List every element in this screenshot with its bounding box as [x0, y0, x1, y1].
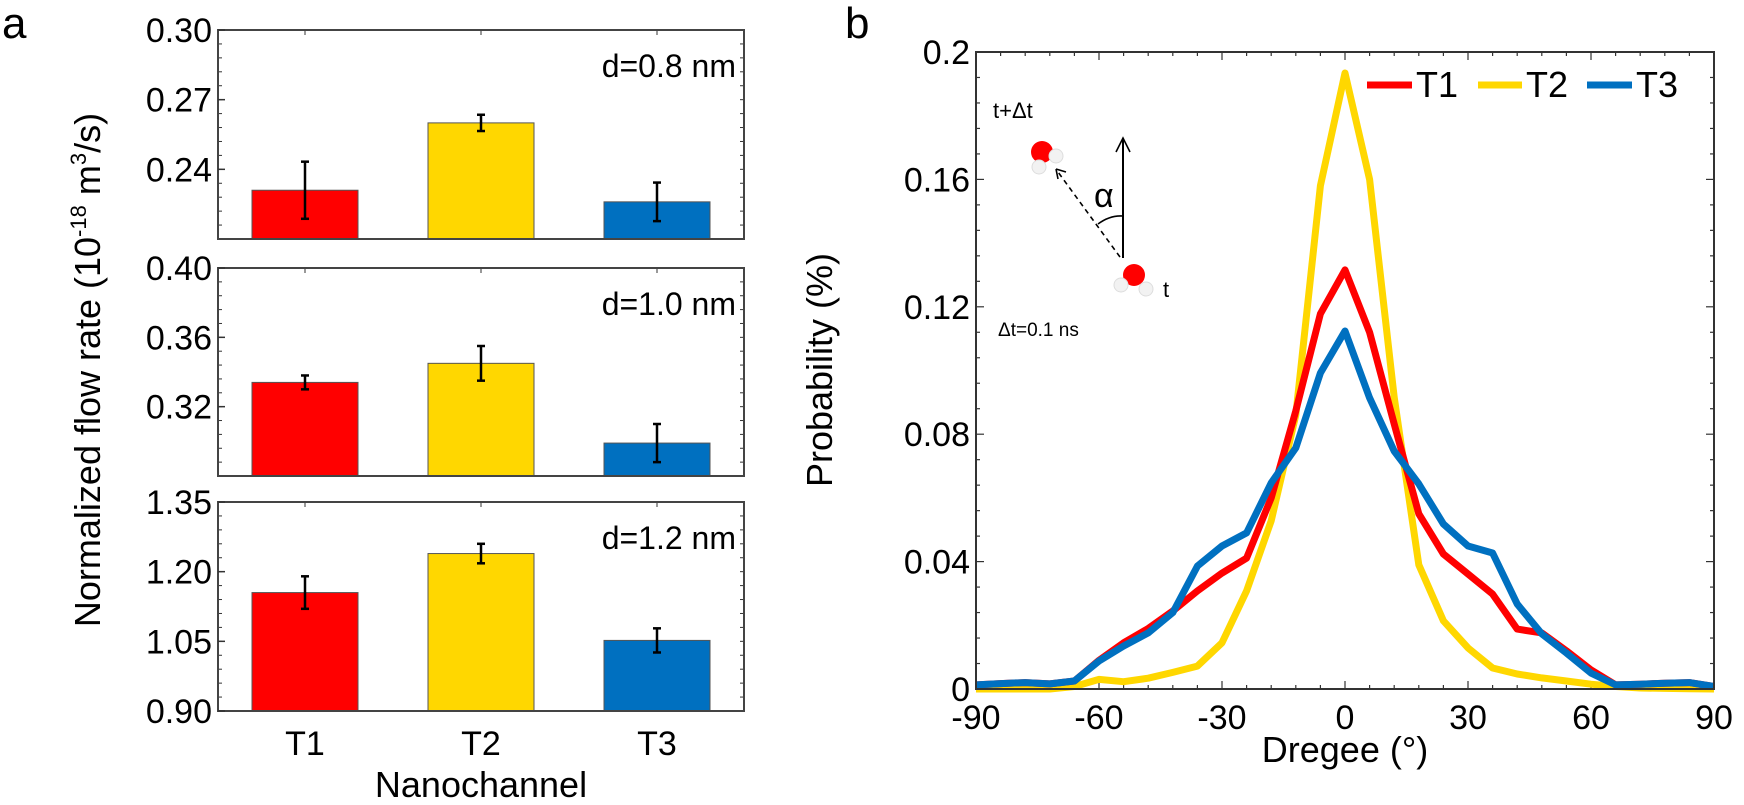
error-bar-t1 [301, 374, 309, 391]
x-tick-label-t3: T3 [637, 725, 677, 763]
legend-item-t1: T1 [1367, 64, 1458, 105]
legend-label-t2: T2 [1526, 64, 1568, 105]
y-tick-label: 0.32 [146, 389, 212, 427]
y-title-exp: -18 [66, 205, 91, 237]
panel-b-letter: b [845, 0, 869, 48]
y-tick-label: 0.40 [146, 250, 212, 288]
bar-t2 [427, 362, 535, 477]
error-bar-t1 [301, 575, 309, 611]
panel-a-y-axis-title: Normalized flow rate (10-18 m3/s) [66, 113, 108, 627]
subplot-d12: 0.90 1.05 1.20 1.35 d=1.2 nm [146, 484, 745, 731]
error-bar-t2 [477, 542, 485, 565]
panel-b-y-axis-title: Probability (%) [799, 253, 840, 487]
panel-a-x-axis-title: Nanochannel [375, 764, 587, 805]
error-bar-t2 [477, 113, 485, 133]
water-molecule-t-plus-dt-icon [1031, 141, 1064, 175]
y-tick-label: 0.08 [904, 416, 970, 454]
bar-t2 [427, 122, 535, 240]
panel-a: a Normalized flow rate (10-18 m3/s) 0.24… [2, 0, 745, 805]
x-tick-label: -90 [951, 699, 1000, 737]
subplot-annotation: d=1.0 nm [602, 286, 736, 322]
legend-label-t1: T1 [1416, 64, 1458, 105]
y-tick-label: 0.27 [146, 82, 212, 120]
panel-a-x-tick-labels: T1 T2 T3 [285, 725, 677, 763]
panel-b-x-axis-title: Dregee (°) [1262, 729, 1428, 770]
angle-arc [1097, 215, 1124, 225]
panel-a-letter: a [2, 0, 27, 48]
x-tick-label: -60 [1074, 699, 1123, 737]
error-bar-t3 [653, 181, 661, 223]
reference-arrowhead [1115, 136, 1131, 153]
subplot-frame [217, 29, 745, 240]
bar-t1 [251, 592, 359, 712]
error-bar-t1 [301, 160, 309, 221]
y-title-unit-exp: 3 [66, 153, 91, 165]
y-tick-label: 0.30 [146, 12, 212, 50]
y-tick-label: 0.24 [146, 151, 212, 189]
y-tick-label: 0.2 [923, 34, 970, 72]
error-bar-t3 [653, 422, 661, 464]
y-tick-label: 0.12 [904, 289, 970, 327]
y-title-tail: /s) [67, 113, 108, 153]
series-line-t3 [975, 327, 1715, 690]
legend-label-t3: T3 [1636, 64, 1678, 105]
x-tick-label: 90 [1695, 699, 1733, 737]
legend-item-t3: T3 [1587, 64, 1678, 105]
y-tick-label: 0.04 [904, 544, 970, 582]
y-tick-label: 0.90 [146, 693, 212, 731]
subplot-annotation: d=0.8 nm [602, 48, 736, 84]
y-title-unit: m [67, 165, 108, 205]
error-bar-t2 [477, 344, 485, 382]
bar-t1 [251, 381, 359, 477]
y-tick-label: 1.05 [146, 623, 212, 661]
y-tick-label: 0.36 [146, 319, 212, 357]
y-tick-label: 0 [951, 671, 970, 709]
bar-t2 [427, 553, 535, 712]
x-tick-label: 0 [1336, 699, 1355, 737]
x-tick-label: -30 [1197, 699, 1246, 737]
inset-label-dt: Δt=0.1 ns [998, 320, 1079, 341]
legend-item-t2: T2 [1478, 64, 1568, 105]
series-line-t2 [976, 69, 1715, 693]
panel-b-series [975, 69, 1715, 693]
inset-water-displacement: t+Δt α t Δt=0.1 ns [993, 98, 1169, 341]
displacement-arrowhead [1055, 168, 1067, 180]
panel-b: b -90 -60 -30 0 30 60 90 0 0.04 0.08 0.12 0.16 0.2 P… [799, 0, 1733, 770]
error-bar-t3 [653, 627, 661, 654]
panel-b-frame [975, 51, 1715, 690]
x-tick-label: 30 [1449, 699, 1487, 737]
subplot-frame [217, 501, 745, 712]
y-tick-label: 1.35 [146, 484, 212, 522]
y-tick-label: 1.20 [146, 554, 212, 592]
x-tick-label-t2: T2 [461, 725, 501, 763]
legend: T1 T2 T3 [1367, 64, 1678, 105]
water-molecule-t-icon [1113, 264, 1154, 297]
subplot-d08: 0.24 0.27 0.30 d=0.8 nm [146, 12, 745, 240]
x-tick-label: 60 [1572, 699, 1610, 737]
y-title-main: Normalized flow rate (10 [67, 237, 108, 627]
subplot-d10: 0.32 0.36 0.40 d=1.0 nm [146, 250, 745, 477]
inset-label-t-plus-dt: t+Δt [993, 98, 1033, 123]
x-tick-label-t1: T1 [285, 725, 325, 763]
inset-label-t: t [1163, 277, 1169, 302]
y-tick-label: 0.16 [904, 161, 970, 199]
subplot-frame [217, 267, 745, 477]
inset-label-alpha: α [1094, 177, 1114, 215]
subplot-annotation: d=1.2 nm [602, 520, 736, 556]
